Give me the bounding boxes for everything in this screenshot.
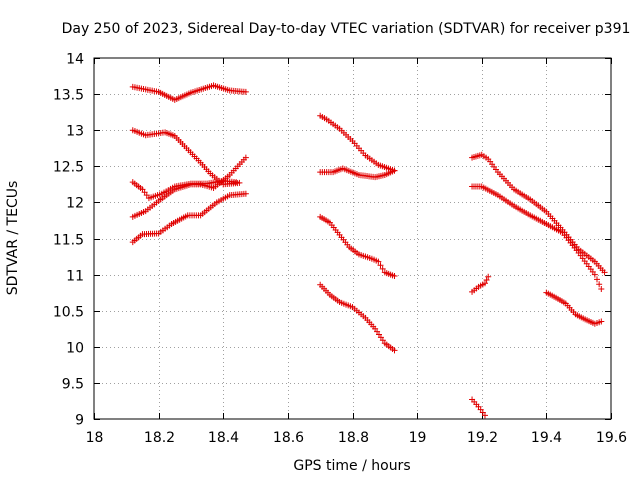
data-point xyxy=(481,412,488,419)
grid-lines xyxy=(94,58,611,419)
x-tick-label: 18.4 xyxy=(208,430,239,446)
y-tick-label: 10 xyxy=(66,341,84,357)
data-point xyxy=(601,269,608,276)
series-arc-10 xyxy=(469,151,608,276)
data-point xyxy=(233,179,240,186)
y-tick-label: 11 xyxy=(66,269,84,285)
data-point xyxy=(242,154,249,161)
x-tick-label: 18.2 xyxy=(144,430,175,446)
series-arc-13 xyxy=(543,289,605,327)
data-point xyxy=(485,273,492,280)
y-tick-label: 9.5 xyxy=(62,377,84,393)
data-point xyxy=(391,167,398,174)
data-point xyxy=(379,265,386,272)
y-tick-label: 12.5 xyxy=(53,160,84,176)
x-tick-labels: 18 18.2 18.4 18.6 18.8 19 19.2 19.4 19.6 xyxy=(86,430,628,446)
y-tick-label: 14 xyxy=(66,52,84,68)
series-arc-12 xyxy=(469,273,492,295)
chart-title: Day 250 of 2023, Sidereal Day-to-day VTE… xyxy=(62,21,631,37)
series-arc-8 xyxy=(317,213,398,280)
data-point xyxy=(236,179,243,186)
data-point xyxy=(596,281,603,288)
data-point xyxy=(593,276,600,283)
series-arc-2 xyxy=(129,127,243,188)
series-arc-1 xyxy=(129,82,249,103)
series-arc-7 xyxy=(317,165,398,181)
y-tick-labels: 9 9.5 10 10.5 11 11.5 12 12.5 13 13.5 14 xyxy=(53,52,84,429)
y-tick-label: 9 xyxy=(75,413,84,429)
x-axis-label: GPS time / hours xyxy=(293,458,410,474)
plot-frame xyxy=(93,57,612,420)
x-tick-label: 19.4 xyxy=(531,430,562,446)
y-axis-label: SDTVAR / TECUs xyxy=(5,181,21,296)
y-tick-label: 12 xyxy=(66,196,84,212)
y-tick-label: 10.5 xyxy=(53,305,84,321)
series-arc-14 xyxy=(469,396,488,419)
data-point xyxy=(598,318,605,325)
data-points xyxy=(129,82,608,419)
series-arc-5 xyxy=(129,190,249,246)
series-arc-11 xyxy=(469,183,605,293)
data-point xyxy=(242,88,249,95)
y-tick-label: 13 xyxy=(66,124,84,140)
data-point xyxy=(375,258,382,265)
data-point xyxy=(483,277,490,284)
data-point xyxy=(591,271,598,278)
x-tick-label: 18.6 xyxy=(273,430,304,446)
data-point xyxy=(377,262,384,269)
data-point xyxy=(391,273,398,280)
x-tick-label: 19 xyxy=(409,430,427,446)
data-point xyxy=(242,190,249,197)
series-arc-9 xyxy=(317,281,398,354)
y-tick-label: 13.5 xyxy=(53,88,84,104)
y-tick-label: 11.5 xyxy=(53,233,84,249)
x-tick-label: 19.6 xyxy=(596,430,627,446)
data-point xyxy=(391,347,398,354)
x-tick-label: 19.2 xyxy=(467,430,498,446)
data-point xyxy=(481,280,488,287)
series-arc-4 xyxy=(129,154,249,220)
data-point xyxy=(598,286,605,293)
x-tick-label: 18.8 xyxy=(338,430,369,446)
x-tick-label: 18 xyxy=(86,430,104,446)
